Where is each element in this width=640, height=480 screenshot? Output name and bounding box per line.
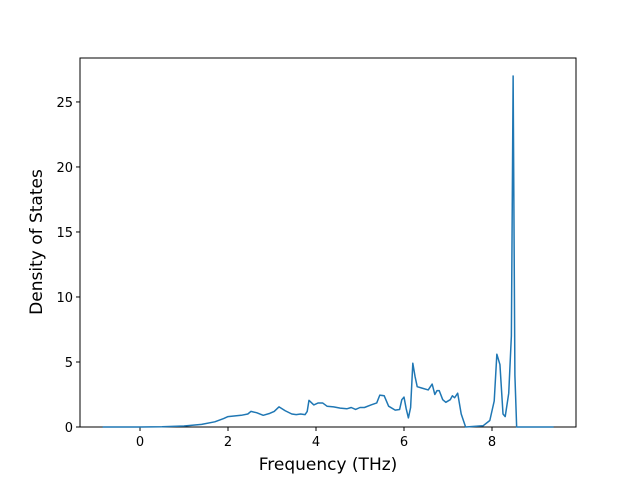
y-axis-label: Density of States [27,169,47,315]
x-tick-label: 6 [400,435,408,450]
y-tick-label: 10 [56,291,73,306]
x-tick-label: 2 [224,435,232,450]
y-tick-label: 0 [65,421,73,436]
x-tick-label: 8 [488,435,496,450]
y-tick-label: 25 [56,96,73,111]
line-series [102,75,554,428]
x-tick-label: 0 [136,435,144,450]
axes-frame [79,57,577,428]
x-tick-label: 4 [312,435,320,450]
x-axis-label: Frequency (THz) [259,455,398,475]
y-tick-label: 5 [65,356,73,371]
y-tick-label: 20 [56,161,73,176]
y-tick-label: 15 [56,226,73,241]
